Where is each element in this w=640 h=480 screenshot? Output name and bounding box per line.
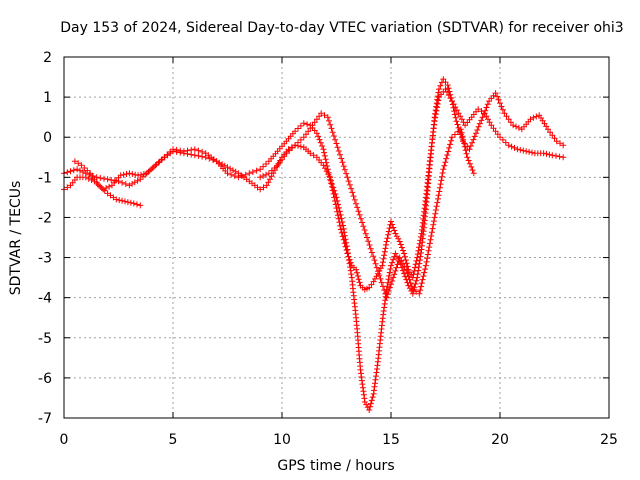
plot-frame (63, 56, 610, 419)
y-tick-label: 2 (43, 50, 52, 66)
y-tick-label: -4 (38, 291, 52, 307)
series-branch-c (71, 110, 477, 301)
series-branch-a (61, 76, 567, 413)
series-markers (61, 86, 567, 293)
y-tick-label: -2 (38, 210, 52, 226)
x-tick-label: 0 (60, 432, 69, 448)
y-tick-label: -6 (38, 371, 52, 387)
grid (64, 57, 609, 418)
y-tick-label: 0 (43, 130, 52, 146)
y-tick-label: -7 (38, 411, 52, 427)
x-tick-labels: 0 5 10 15 20 25 (60, 432, 618, 448)
chart-title: Day 153 of 2024, Sidereal Day-to-day VTE… (60, 20, 623, 36)
y-tick-label: -1 (38, 170, 52, 186)
series-markers (71, 110, 477, 301)
y-tick-label: -3 (38, 251, 52, 267)
x-tick-label: 15 (382, 432, 400, 448)
series-branch-b (61, 86, 567, 293)
x-tick-label: 10 (273, 432, 291, 448)
x-tick-label: 5 (169, 432, 178, 448)
x-tick-label: 20 (491, 432, 509, 448)
y-tick-labels: -7 -6 -5 -4 -3 -2 -1 0 1 2 (38, 50, 52, 427)
series-markers (61, 76, 567, 413)
axis-ticks (63, 56, 610, 419)
y-axis-label: SDTVAR / TECUs (8, 181, 24, 296)
data-series (61, 76, 567, 413)
y-tick-label: 1 (43, 90, 52, 106)
x-axis-label: GPS time / hours (277, 458, 394, 474)
x-tick-label: 25 (600, 432, 618, 448)
y-tick-label: -5 (38, 331, 52, 347)
